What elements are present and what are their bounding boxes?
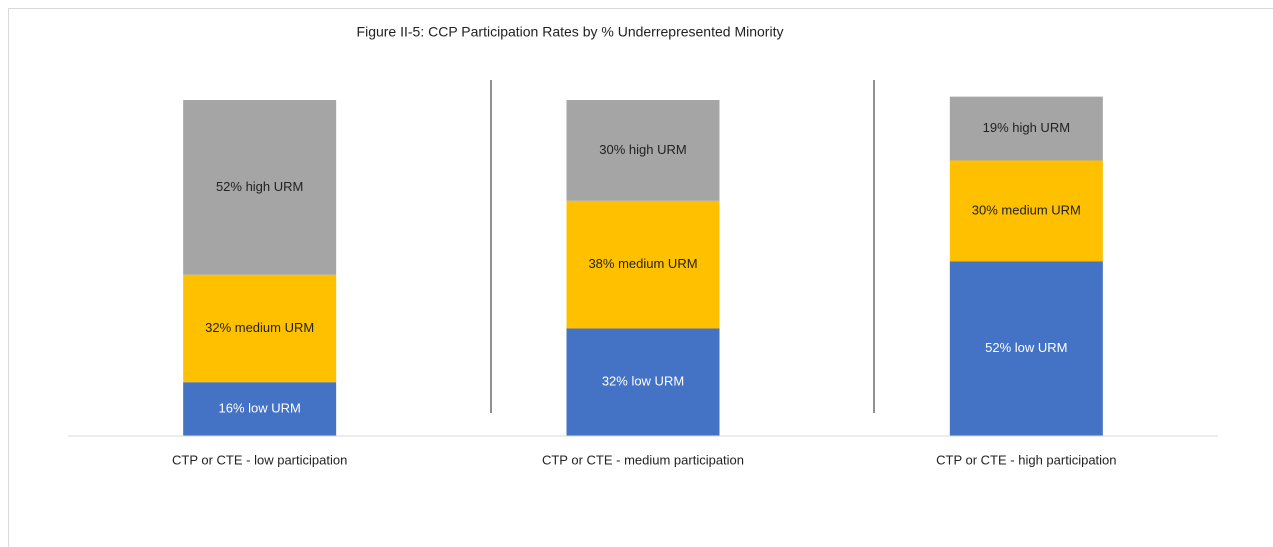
data-label: 16% low URM <box>218 401 300 416</box>
x-tick-label: CTP or CTE - high participation <box>936 452 1116 467</box>
bar-segment <box>566 100 720 201</box>
bar-segment <box>566 200 720 329</box>
data-label: 32% medium URM <box>205 320 314 335</box>
data-label: 30% medium URM <box>972 202 1081 217</box>
bar-segment <box>183 274 337 383</box>
bar-segment <box>949 96 1103 161</box>
x-tick-label: CTP or CTE - medium participation <box>542 452 744 467</box>
bar-segment <box>183 382 337 436</box>
data-label: 52% low URM <box>985 340 1067 355</box>
bar-segment <box>183 100 337 275</box>
data-label: 32% low URM <box>602 374 684 389</box>
chart-title: Figure II-5: CCP Participation Rates by … <box>357 24 784 40</box>
x-tick-label: CTP or CTE - low participation <box>172 452 347 467</box>
data-label: 38% medium URM <box>588 256 697 271</box>
data-label: 52% high URM <box>216 179 303 194</box>
bar-segment <box>949 261 1103 436</box>
data-label: 30% high URM <box>599 142 686 157</box>
data-label: 19% high URM <box>983 120 1070 135</box>
bar-segment <box>566 328 720 436</box>
chart-frame <box>8 8 1273 547</box>
bar-segment <box>949 160 1103 262</box>
